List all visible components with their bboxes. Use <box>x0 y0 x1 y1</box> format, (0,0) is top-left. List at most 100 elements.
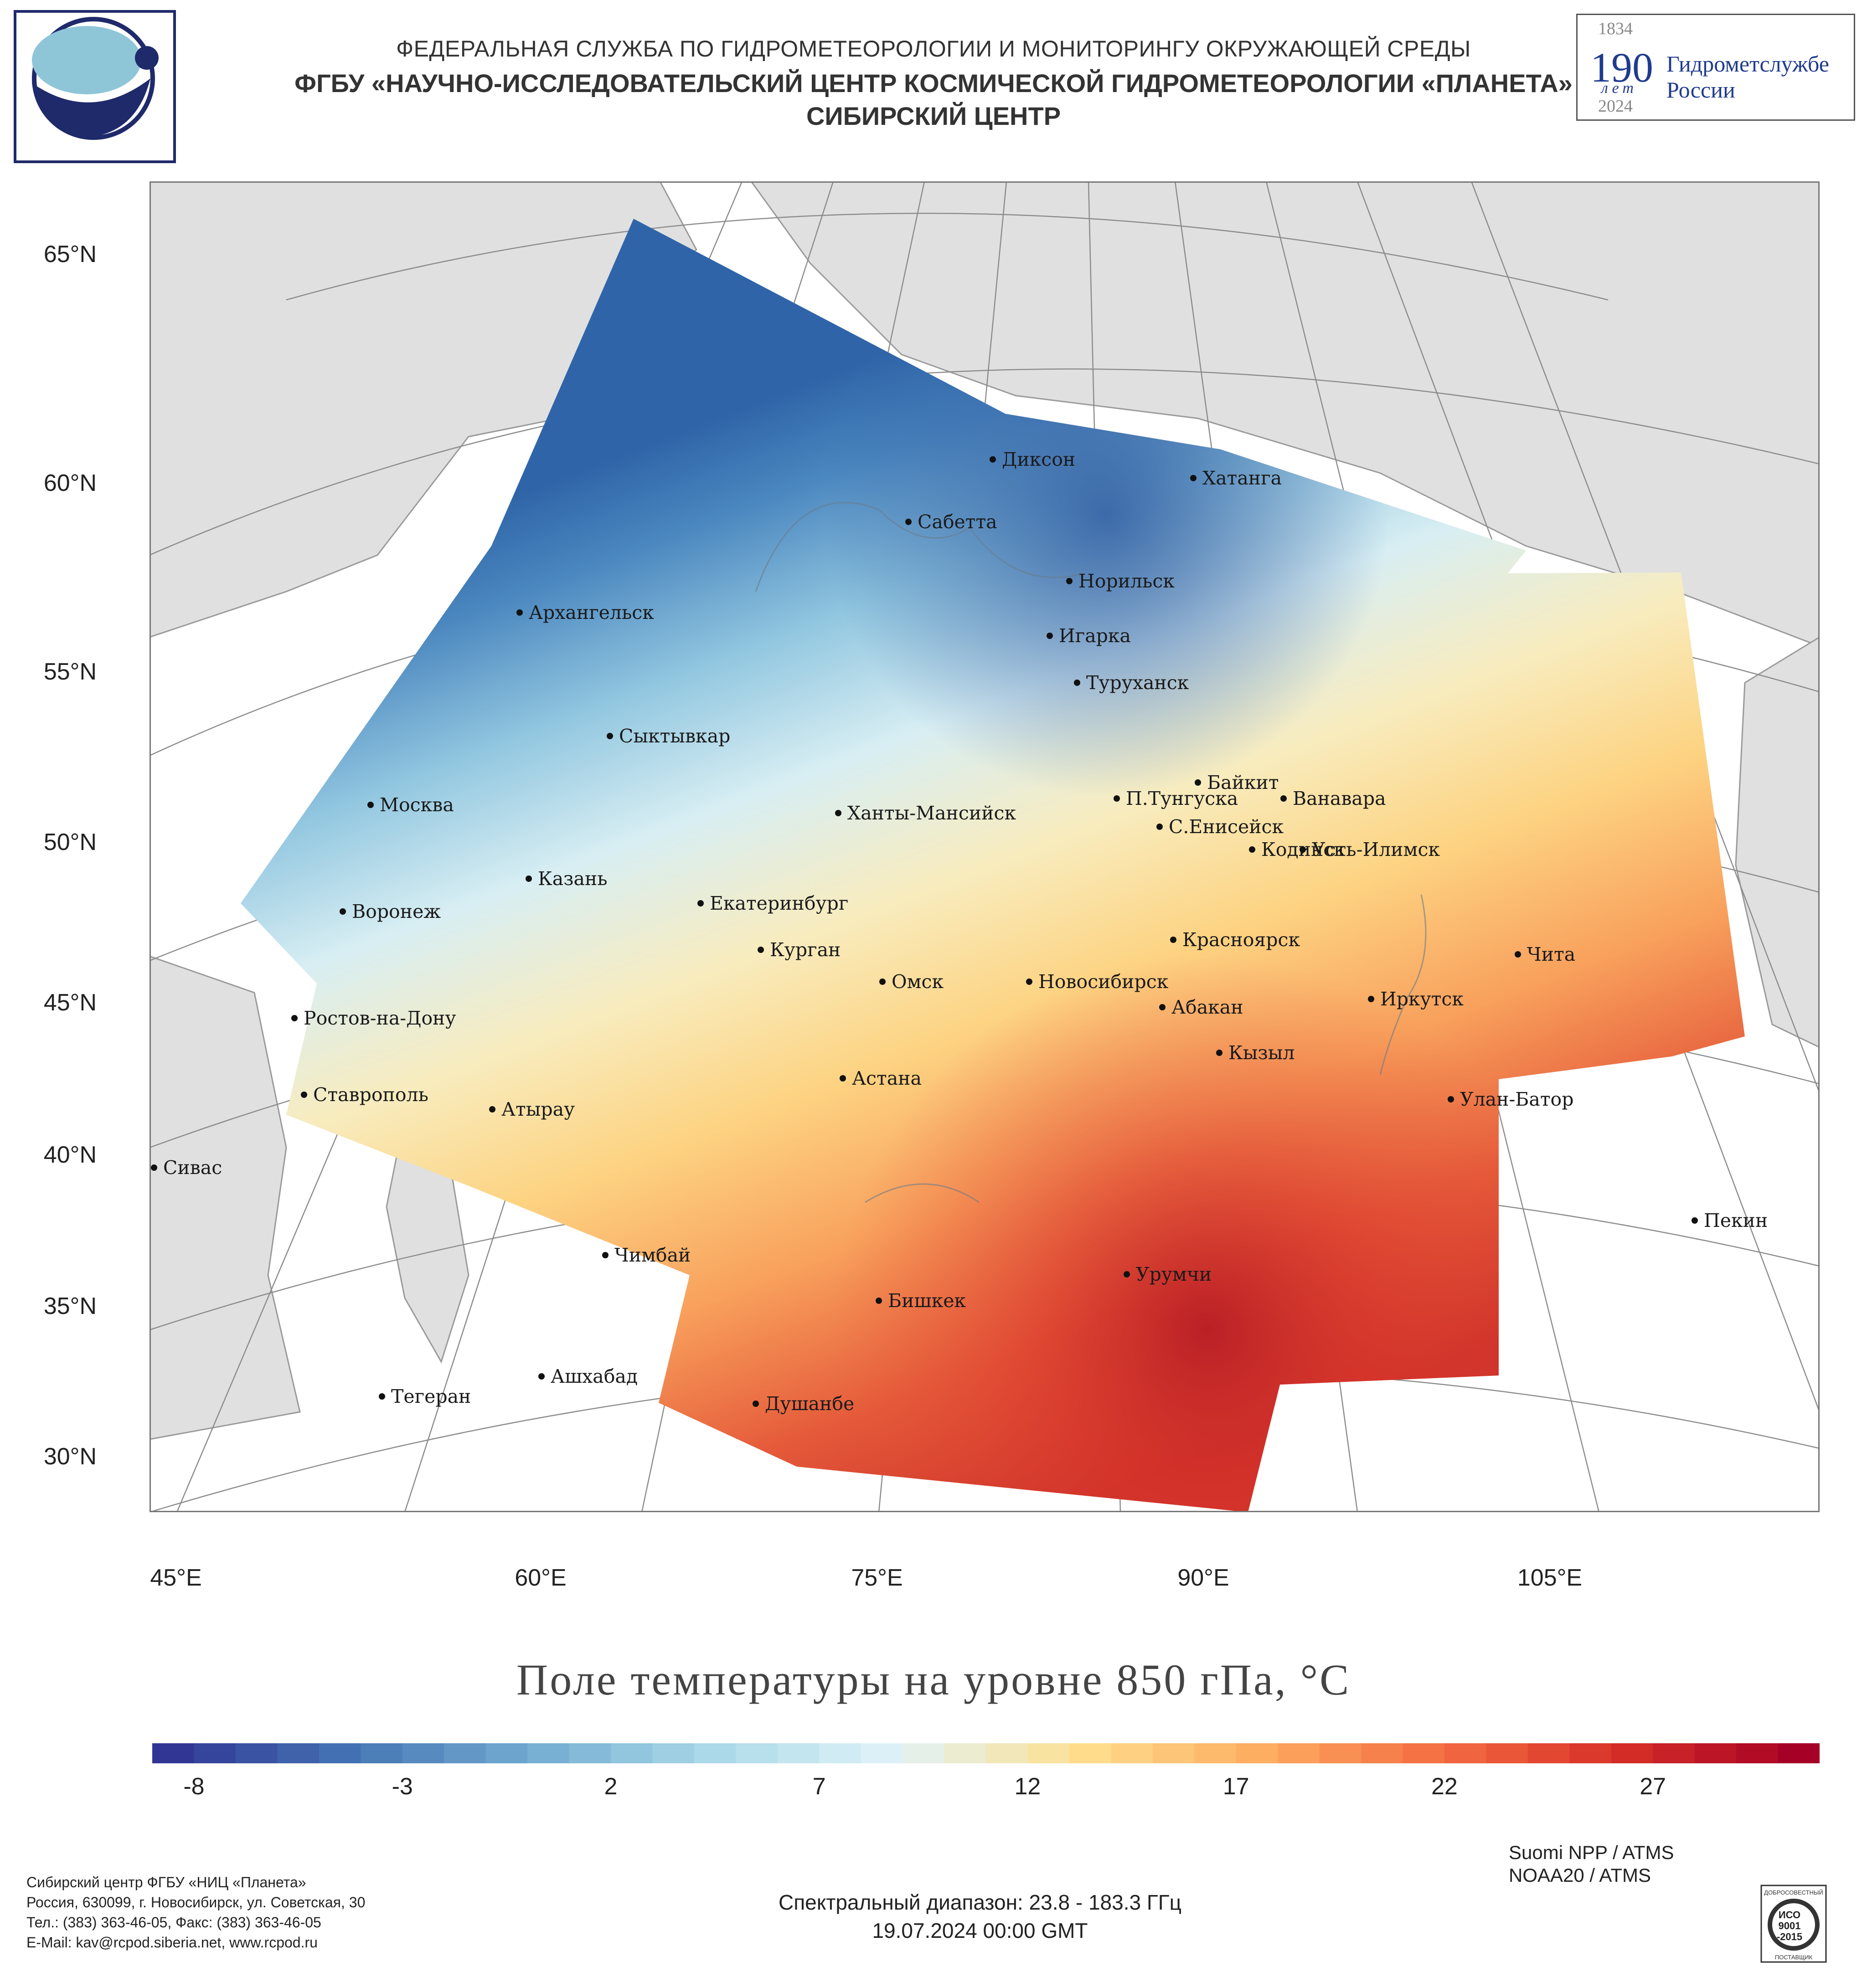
badge-line1: Гидрометслужбе <box>1666 51 1829 77</box>
city-label: Новосибирск <box>1038 971 1169 993</box>
city-dot <box>526 876 532 882</box>
city-marker: Москва <box>367 794 454 816</box>
colorbar-segment <box>944 1743 986 1763</box>
city-dot <box>607 733 613 739</box>
colorbar-segment <box>1736 1743 1779 1763</box>
city-dot <box>1074 680 1080 686</box>
city-dot <box>905 519 912 525</box>
city-dot <box>538 1373 545 1380</box>
colorbar-segment <box>861 1743 903 1763</box>
lat-label-55: 55°N <box>43 659 97 685</box>
city-label: Сабетта <box>918 511 997 533</box>
spectral-info: Спектральный диапазон: 23.8 - 183.3 ГГц … <box>684 1888 1276 1945</box>
city-label: Кызыл <box>1228 1042 1295 1064</box>
colorbar-segment <box>986 1743 1028 1763</box>
city-dot <box>301 1092 307 1098</box>
city-marker: Сивас <box>151 1157 222 1179</box>
contact-line-4: E-Mail: kav@rcpod.siberia.net, www.rcpod… <box>26 1934 318 1951</box>
iso-top-text: ДОБРОСОВЕСТНЫЙ <box>1764 1889 1823 1896</box>
city-marker: Астана <box>840 1067 922 1089</box>
city-label: Екатеринбург <box>710 892 848 914</box>
city-marker: Байкит <box>1195 772 1279 793</box>
colorbar-segment <box>444 1743 486 1763</box>
city-marker: Омск <box>879 971 944 993</box>
city-label: Тегеран <box>391 1385 471 1407</box>
city-dot <box>753 1401 759 1407</box>
city-marker: Душанбе <box>753 1393 854 1415</box>
city-marker: Курган <box>758 939 841 961</box>
city-marker: Архангельск <box>516 602 654 623</box>
city-marker: Ростов-на-Дону <box>291 1007 456 1029</box>
city-dot <box>758 947 764 953</box>
institute-name: ФГБУ «НАУЧНО-ИССЛЕДОВАТЕЛЬСКИЙ ЦЕНТР КОС… <box>294 69 1573 98</box>
city-dot <box>879 979 886 985</box>
colorbar-tick-label: 27 <box>1640 1773 1666 1800</box>
city-marker: Чита <box>1515 943 1575 965</box>
city-dot <box>516 609 523 616</box>
lat-label-60: 60°N <box>43 470 97 496</box>
city-label: Бишкек <box>888 1290 966 1312</box>
city-dot <box>1249 846 1255 853</box>
lon-label-75: 75°E <box>851 1565 903 1591</box>
satellite-1: Suomi NPP / ATMS <box>1509 1842 1674 1863</box>
colorbar-segment <box>527 1743 570 1763</box>
city-dot <box>1124 1271 1130 1277</box>
city-label: Воронеж <box>352 901 441 922</box>
city-dot <box>1159 1004 1166 1010</box>
city-marker: Игарка <box>1047 625 1131 647</box>
iso-bottom-text: ПОСТАВЩИК <box>1775 1954 1813 1961</box>
city-dot <box>1170 937 1176 943</box>
city-marker: Норильск <box>1066 570 1175 592</box>
city-marker: Сыктывкар <box>607 725 730 747</box>
badge-year-start: 1834 <box>1598 19 1633 38</box>
city-marker: Урумчи <box>1124 1263 1212 1285</box>
city-marker: Бишкек <box>876 1290 966 1312</box>
lon-label-105: 105°E <box>1517 1565 1583 1591</box>
city-dot <box>291 1015 298 1021</box>
city-marker: Атырау <box>489 1098 575 1120</box>
colorbar-segment <box>361 1743 403 1763</box>
iso-line-3: -2015 <box>1777 1931 1802 1942</box>
lon-label-60: 60°E <box>515 1565 567 1591</box>
colorbar-segment <box>1278 1743 1320 1763</box>
city-marker: Ашхабад <box>538 1365 638 1387</box>
city-marker: Пекин <box>1692 1210 1768 1231</box>
iso-line-2: 9001 <box>1779 1920 1801 1931</box>
city-dot <box>340 908 346 915</box>
city-label: Архангельск <box>529 602 654 623</box>
city-dot <box>1300 846 1306 853</box>
city-marker: Красноярск <box>1170 929 1300 951</box>
colorbar-segment <box>1152 1743 1195 1763</box>
city-dot <box>1216 1050 1222 1056</box>
city-dot <box>1195 779 1201 786</box>
iso-certificate-logo: ДОБРОСОВЕСТНЫЙ ИСО 9001 -2015 ПОСТАВЩИК <box>1760 1885 1827 1963</box>
lon-label-90: 90°E <box>1177 1565 1229 1591</box>
city-label: Чимбай <box>614 1244 691 1266</box>
city-dot <box>1692 1217 1698 1224</box>
agency-name: ФЕДЕРАЛЬНАЯ СЛУЖБА ПО ГИДРОМЕТЕОРОЛОГИИ … <box>396 36 1471 62</box>
city-marker: Новосибирск <box>1026 971 1169 993</box>
colorbar-segment <box>903 1743 945 1763</box>
city-dot <box>367 802 374 808</box>
city-marker: П.Тунгуска <box>1114 788 1238 809</box>
city-label: Туруханск <box>1086 672 1189 694</box>
city-marker: Диксон <box>990 448 1075 470</box>
city-dot <box>489 1106 495 1112</box>
map-title: Поле температуры на уровне 850 гПа, °C <box>516 1655 1351 1704</box>
contact-line-3: Тел.: (383) 363-46-05, Факс: (383) 363-4… <box>26 1914 321 1931</box>
city-dot <box>151 1164 157 1171</box>
city-label: Ванавара <box>1293 788 1386 809</box>
city-marker: Сабетта <box>905 511 997 533</box>
badge-year-end: 2024 <box>1598 97 1633 116</box>
city-dot <box>697 900 704 906</box>
city-dot <box>835 810 841 816</box>
city-dot <box>1280 795 1287 802</box>
colorbar-segment <box>736 1743 778 1763</box>
colorbar <box>152 1743 1820 1763</box>
lat-label-50: 50°N <box>43 829 97 855</box>
city-marker: Ставрополь <box>301 1084 428 1106</box>
colorbar-segment <box>319 1743 361 1763</box>
city-marker: Улан-Батор <box>1448 1088 1573 1110</box>
temperature-map: Диксон Хатанга Сабетта Норильск Архангельск И… <box>150 181 1820 1512</box>
colorbar-segment <box>652 1743 695 1763</box>
